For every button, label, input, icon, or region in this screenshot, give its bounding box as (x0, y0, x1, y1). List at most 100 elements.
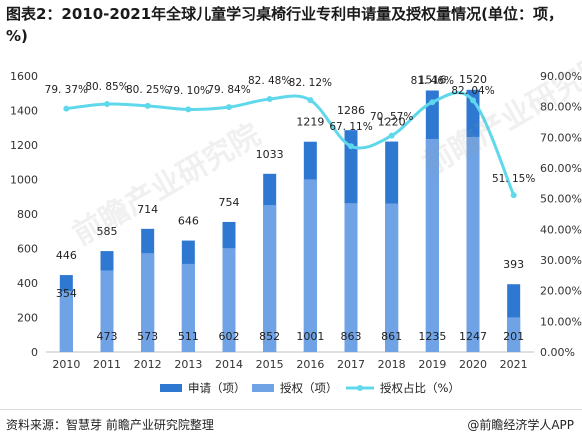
apply-value-label: 1220 (378, 116, 406, 129)
ratio-point (307, 97, 314, 104)
apply-value-label: 714 (137, 203, 158, 216)
y-left-tick-label: 800 (17, 208, 38, 221)
y-right-tick-label: 80.00% (540, 101, 582, 114)
y-left-tick-label: 0 (31, 346, 38, 359)
y-right-tick-label: 20.00% (540, 285, 582, 298)
grant-value-label: 511 (178, 330, 199, 343)
y-right-tick-label: 70.00% (540, 131, 582, 144)
apply-value-label: 1286 (337, 104, 365, 117)
ratio-value-label: 82. 48% (248, 75, 291, 87)
apply-value-label: 1033 (256, 148, 284, 161)
x-tick-label: 2019 (418, 358, 446, 371)
ratio-value-label: 70. 57% (370, 111, 413, 123)
legend-label-ratio: 授权占比（%） (380, 381, 460, 395)
ratio-value-label: 82. 12% (289, 77, 332, 89)
y-left-tick-label: 1600 (10, 70, 38, 83)
apply-value-label: 393 (503, 258, 524, 271)
chart-title: 图表2：2010-2021年全球儿童学习桌椅行业专利申请量及授权量情况(单位：项… (6, 5, 564, 45)
x-tick-label: 2016 (296, 358, 324, 371)
grant-bar (263, 205, 277, 352)
x-tick-label: 2015 (256, 358, 284, 371)
ratio-value-label: 80. 25% (126, 84, 169, 96)
x-tick-label: 2020 (459, 358, 487, 371)
apply-value-label: 754 (219, 196, 240, 209)
grant-value-label: 852 (259, 330, 280, 343)
y-left-tick-label: 400 (17, 277, 38, 290)
grant-bar (100, 270, 114, 352)
apply-value-label: 1520 (459, 73, 487, 86)
x-tick-label: 2018 (378, 358, 406, 371)
ratio-point (104, 101, 110, 108)
ratio-point (63, 105, 70, 112)
source-note: 资料来源：智慧芽 前瞻产业研究院整理 (6, 418, 214, 432)
ratio-value-label: 79. 37% (45, 84, 88, 96)
y-right-tick-label: 40.00% (540, 223, 582, 236)
grant-value-label: 1001 (296, 330, 324, 343)
ratio-value-label: 79. 10% (167, 85, 210, 97)
ratio-point (348, 143, 354, 150)
grant-value-label: 861 (381, 330, 402, 343)
ratio-point (266, 96, 273, 103)
y-right-tick-label: 60.00% (540, 162, 582, 175)
grant-value-label: 602 (219, 330, 240, 343)
x-tick-label: 2011 (93, 358, 121, 371)
legend-swatch-apply (160, 384, 182, 392)
y-right-tick-label: 90.00% (540, 70, 582, 83)
legend-label-apply: 申请（项） (188, 381, 246, 395)
grant-bar (344, 203, 358, 352)
grant-bar (507, 317, 521, 352)
apply-value-label: 1516 (418, 73, 446, 86)
x-tick-label: 2012 (134, 358, 162, 371)
apply-value-label: 446 (56, 249, 77, 262)
y-left-tick-label: 1200 (10, 139, 38, 152)
legend-swatch-grant (252, 384, 274, 392)
apply-value-label: 646 (178, 215, 199, 228)
y-right-tick-label: 0.00% (540, 346, 575, 359)
grant-value-label: 1235 (418, 330, 446, 343)
ratio-point (470, 97, 476, 104)
ratio-point (144, 102, 151, 109)
grant-bar (466, 136, 480, 352)
ratio-line (66, 91, 516, 196)
ratio-value-label: 51. 15% (492, 173, 535, 185)
x-tick-label: 2014 (215, 358, 243, 371)
ratio-point (388, 132, 395, 139)
y-right-tick-label: 50.00% (540, 193, 582, 206)
grant-bar (303, 179, 317, 352)
credit-note: @前瞻经济学人APP (467, 418, 574, 432)
grant-value-label: 863 (341, 330, 362, 343)
apply-value-label: 585 (97, 225, 118, 238)
footer: 资料来源：智慧芽 前瞻产业研究院整理 @前瞻经济学人APP (0, 409, 582, 440)
ratio-value-label: 80. 85% (85, 81, 128, 93)
x-tick-label: 2017 (337, 358, 365, 371)
legend-label-grant: 授权（项） (280, 381, 338, 395)
ratio-value-label: 82. 04% (451, 85, 494, 97)
grant-value-label: 201 (503, 330, 524, 343)
apply-value-label: 1219 (296, 116, 324, 129)
ratio-value-label: 81. 46% (411, 75, 454, 87)
ratio-point (510, 192, 517, 199)
y-left-tick-label: 200 (17, 312, 38, 325)
grant-bar (141, 253, 155, 352)
x-tick-label: 2013 (174, 358, 202, 371)
ratio-value-label: 67. 11% (329, 121, 372, 133)
grant-value-label: 1247 (459, 330, 487, 343)
chart: 0 200 400 600 800 1000 1200 1400 1600 0.00% 10.00%… (10, 70, 582, 395)
grant-bar (425, 138, 439, 352)
y-left-tick-label: 600 (17, 243, 38, 256)
ratio-value-label: 79. 84% (207, 84, 250, 96)
ratio-point (429, 99, 436, 106)
grant-value-label: 473 (97, 330, 118, 343)
legend-swatch-ratio-point (357, 385, 363, 391)
grant-bar (385, 203, 399, 352)
ratio-point (185, 106, 192, 113)
y-left-tick-label: 1000 (10, 174, 38, 187)
grant-bar (222, 248, 236, 352)
x-tick-label: 2021 (500, 358, 528, 371)
y-right-tick-label: 10.00% (540, 315, 582, 328)
grant-value-label: 573 (137, 330, 158, 343)
y-left-tick-label: 1400 (10, 105, 38, 118)
grant-value-label: 354 (56, 287, 77, 300)
grant-bar (181, 263, 195, 352)
x-tick-label: 2010 (52, 358, 80, 371)
